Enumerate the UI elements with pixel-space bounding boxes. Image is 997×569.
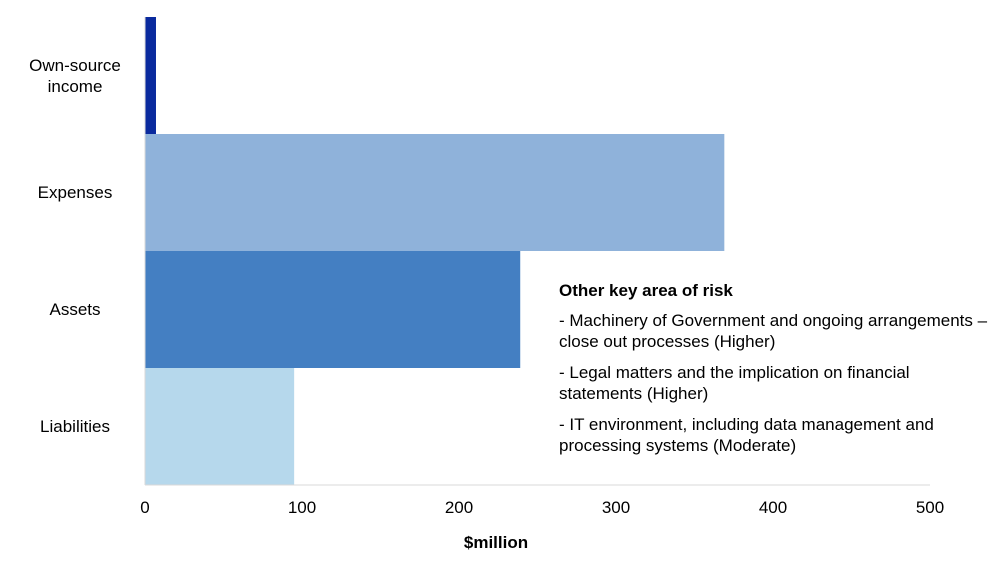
category-label: Own-source income	[0, 55, 150, 97]
x-tick-label: 400	[759, 498, 787, 517]
axes-group	[144, 17, 930, 486]
x-tick-label: 500	[916, 498, 944, 517]
bar-expenses	[145, 134, 725, 251]
category-label-line: Expenses	[37, 183, 113, 202]
category-label-line: Own-source	[29, 55, 121, 75]
x-tick-label: 200	[445, 498, 473, 517]
x-tick-labels: 0 100 200 300 400 500	[140, 498, 944, 517]
category-label: Liabilities	[0, 416, 150, 437]
category-label-line: income	[47, 76, 103, 96]
category-label: Expenses	[0, 182, 150, 203]
bar-own-source-income	[145, 17, 156, 134]
annotation-item: - IT environment, including data managem…	[559, 415, 934, 455]
annotation-item: - Machinery of Government and ongoing ar…	[559, 311, 988, 351]
category-label: Assets	[0, 299, 150, 320]
bar-assets	[145, 251, 521, 368]
x-tick-label: 0	[140, 498, 149, 517]
x-axis-label: $million	[464, 533, 528, 552]
risk-annotation: Other key area of risk - Machinery of Go…	[559, 280, 989, 466]
category-label-line: Liabilities	[40, 417, 110, 436]
bar-liabilities	[145, 368, 295, 485]
bars-group	[145, 17, 725, 485]
x-tick-label: 300	[602, 498, 630, 517]
category-label-line: Assets	[49, 300, 101, 319]
annotation-title: Other key area of risk	[559, 281, 733, 300]
annotation-item: - Legal matters and the implication on f…	[559, 363, 910, 403]
x-tick-label: 100	[288, 498, 316, 517]
